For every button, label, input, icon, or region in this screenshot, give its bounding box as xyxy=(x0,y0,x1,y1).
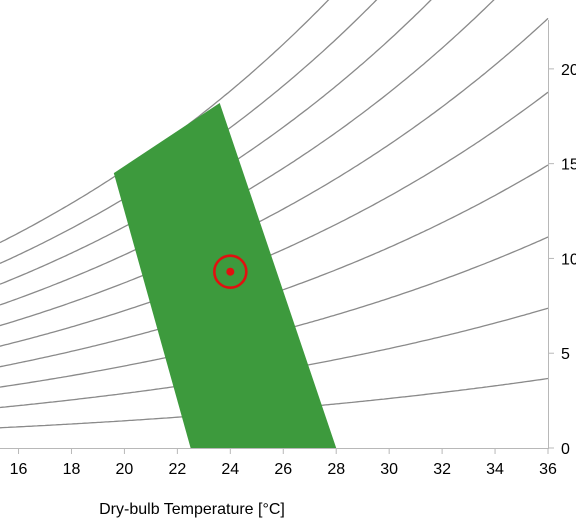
x-tick-label: 20 xyxy=(116,461,134,478)
x-axis-title: Dry-bulb Temperature [°C] xyxy=(99,501,285,518)
axes xyxy=(0,20,549,449)
rh-curve-50 xyxy=(0,91,549,347)
x-tick-label: 28 xyxy=(327,461,345,478)
y-axis-ticks: 0 5 10 15 20 xyxy=(548,62,576,458)
y-tick-label: 20 xyxy=(561,62,576,79)
y-tick-label: 10 xyxy=(561,251,576,268)
rh-curve-70 xyxy=(0,0,495,306)
comfort-zone-area xyxy=(113,103,337,448)
x-tick-label: 18 xyxy=(63,461,81,478)
y-tick-label: 0 xyxy=(561,441,570,458)
current-condition-dot xyxy=(226,267,235,276)
current-condition-ring xyxy=(213,254,248,290)
x-tick-label: 26 xyxy=(274,461,292,478)
x-tick-label: 36 xyxy=(539,461,557,478)
x-axis-ticks: 16 18 20 22 24 26 28 30 32 34 36 xyxy=(10,448,557,478)
x-tick-label: 30 xyxy=(380,461,398,478)
x-tick-label: 24 xyxy=(221,461,239,478)
x-tick-label: 32 xyxy=(433,461,451,478)
x-tick-label: 16 xyxy=(10,461,28,478)
rh-curve-60 xyxy=(0,17,549,327)
x-tick-label: 34 xyxy=(486,461,504,478)
x-tick-label: 22 xyxy=(168,461,186,478)
y-tick-label: 5 xyxy=(561,346,570,363)
current-condition-marker xyxy=(213,254,248,290)
y-tick-label: 15 xyxy=(561,157,576,174)
